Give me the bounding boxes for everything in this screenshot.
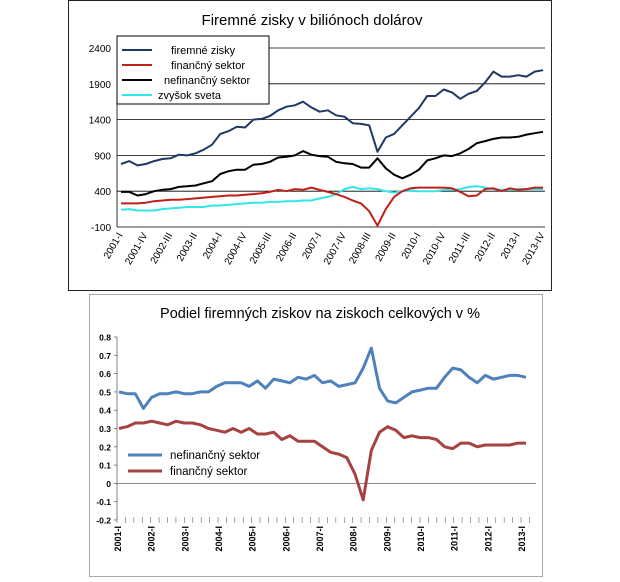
chart-title: Firemné zisky v biliónoch dolárov <box>202 12 423 29</box>
x-tick-label: 2003-II <box>175 231 200 263</box>
y-tick-label: -0.2 <box>96 516 111 526</box>
x-tick-label: 2001-I <box>113 526 123 552</box>
x-tick-label: 2009-II <box>374 231 399 263</box>
x-tick-label: 2004-IV <box>223 231 250 267</box>
x-tick-label: 2008-III <box>347 231 373 266</box>
x-tick-label: 2006-I <box>281 526 291 552</box>
x-tick-label: 2002-I <box>147 526 157 552</box>
x-tick-label: 2006-II <box>274 231 299 263</box>
legend-label-nefinancny-sektor: nefinančný sektor <box>170 450 260 462</box>
y-tick-label: 0.6 <box>99 369 111 379</box>
y-tick-label: 2400 <box>89 44 112 55</box>
x-tick-label: 2002-III <box>149 231 175 266</box>
chart-panel-corporate-profits: Firemné zisky v biliónoch dolárov -100 40… <box>68 0 552 291</box>
x-tick-label: 2004-I <box>214 526 224 552</box>
series-line-financny-sektor <box>118 419 526 502</box>
y-tick-label: 0.2 <box>99 442 111 452</box>
y-tick-label: 0.3 <box>99 424 111 434</box>
x-tick-label: 2012-I <box>483 526 493 552</box>
chart-profit-share: Podiel firemných ziskov na ziskoch celko… <box>96 306 536 552</box>
series-line-nefinancny-sektor <box>118 346 527 410</box>
series-line-firemne-zisky <box>120 69 544 167</box>
y-tick-label: 900 <box>94 151 111 162</box>
x-tick-label: 2003-I <box>180 526 190 552</box>
legend-label-zvysok-sveta: zvyšok sveta <box>158 90 222 102</box>
series-line-zvysok-sveta <box>120 185 543 212</box>
x-tick-label: 2001-IV <box>123 231 150 267</box>
x-tick-label: 2007-I <box>315 526 325 552</box>
y-tick-label: 1400 <box>89 116 112 127</box>
x-tick-label: 2010-I <box>400 231 424 261</box>
y-tick-label: 400 <box>94 187 111 198</box>
series-line-financny-sektor <box>121 186 543 227</box>
x-tick-label: 2013-IV <box>521 231 548 267</box>
x-tick-label: 2007-I <box>300 231 324 261</box>
x-tick-label: 2011-III <box>447 231 473 265</box>
x-tick-label: 2010-IV <box>421 231 448 267</box>
x-tick-label: 2009-I <box>382 526 392 552</box>
x-tick-label: 2001-I <box>102 231 126 261</box>
x-tick-label: 2013-I <box>517 526 527 552</box>
x-tick-label: 2007-IV <box>322 231 349 267</box>
y-tick-label: -100 <box>91 223 111 234</box>
y-tick-label: 0 <box>106 479 111 489</box>
x-tick-label: 2010-I <box>416 526 426 552</box>
y-tick-label: 0.5 <box>99 387 111 397</box>
legend-label-nefinancny-sektor: nefinančný sektor <box>164 75 251 87</box>
y-tick-label: -0.1 <box>96 497 111 507</box>
y-tick-label: 0.7 <box>99 351 111 361</box>
chart-title: Podiel firemných ziskov na ziskoch celko… <box>160 306 480 322</box>
y-tick-label: 0.4 <box>99 406 111 416</box>
y-tick-label: 0.1 <box>99 461 111 471</box>
legend-label-firemne-zisky: firemné zisky <box>171 45 236 57</box>
x-tick-label: 2011-I <box>450 526 460 551</box>
x-tick-label: 2008-I <box>349 526 359 552</box>
legend-label-financny-sektor: finančný sektor <box>170 466 248 478</box>
x-tick-label: 2013-I <box>499 231 523 261</box>
x-tick-label: 2004-I <box>201 231 225 261</box>
chart-panel-profit-share: Podiel firemných ziskov na ziskoch celko… <box>89 294 543 577</box>
y-tick-label: 0.8 <box>99 333 111 343</box>
legend: firemné zisky finančný sektor nefinančný… <box>116 35 270 105</box>
x-tick-label: 2005-III <box>248 231 274 266</box>
series-line-nefinancny-sektor <box>121 130 544 197</box>
y-tick-label: 1900 <box>89 80 112 91</box>
x-tick-label: 2012-II <box>473 231 498 263</box>
x-tick-label: 2005-I <box>248 526 258 552</box>
legend: nefinančný sektor finančný sektor <box>128 450 260 478</box>
chart-corporate-profits: Firemné zisky v biliónoch dolárov -100 40… <box>89 12 548 267</box>
legend-label-financny-sektor: finančný sektor <box>171 60 245 72</box>
